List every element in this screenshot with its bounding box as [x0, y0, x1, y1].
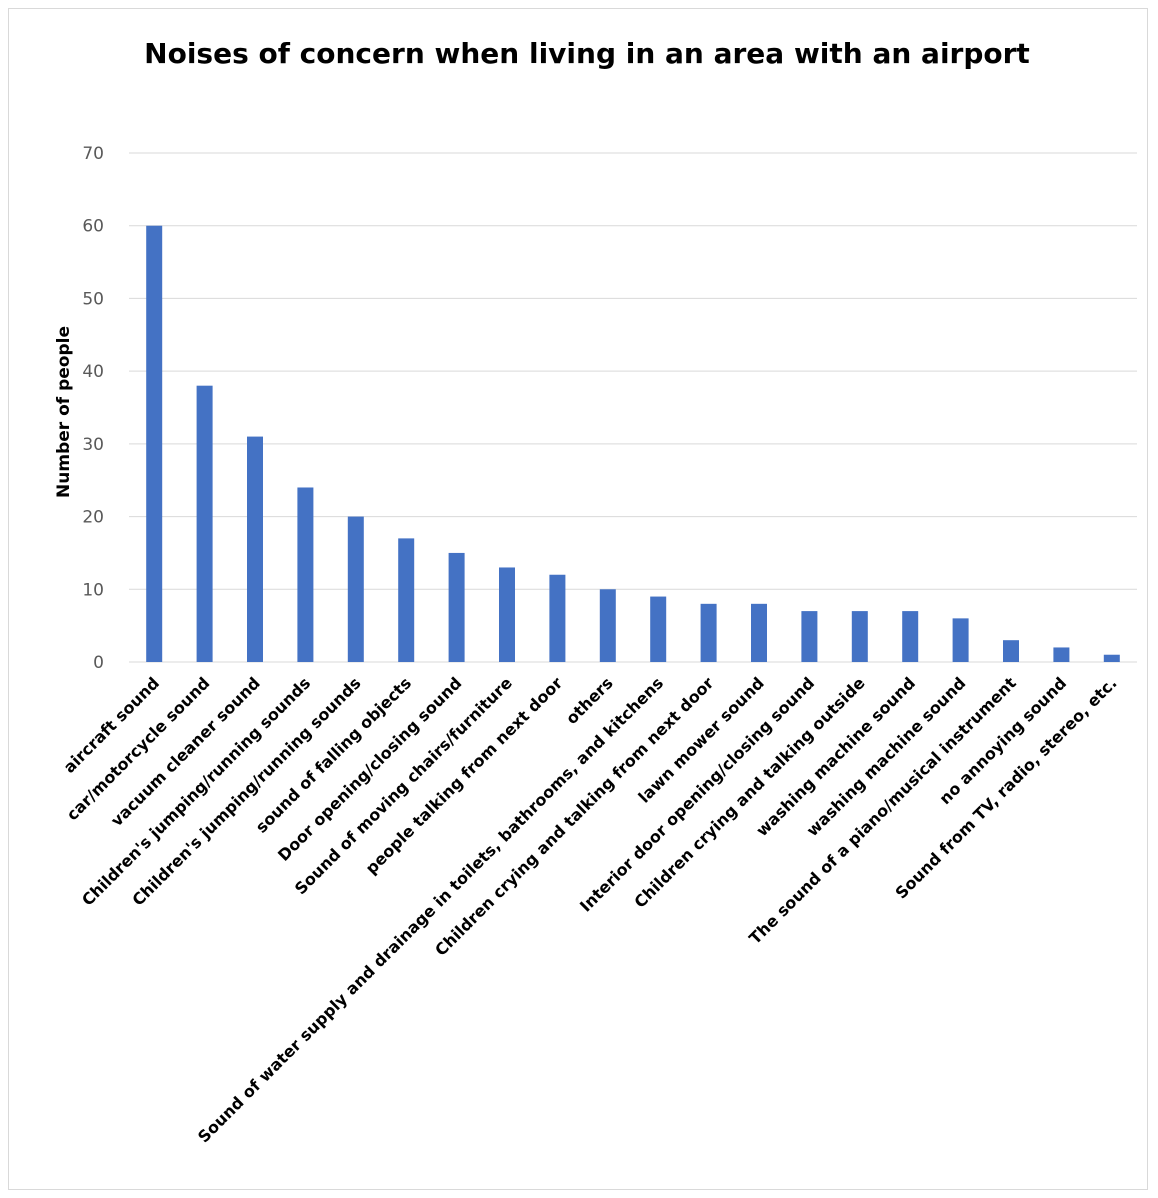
- x-category-label: Door opening/closing sound: [274, 673, 465, 864]
- y-axis-ticks: 0 10 20 30 40 50 60 70: [82, 144, 104, 673]
- bar: [650, 597, 666, 662]
- bar: [953, 618, 969, 662]
- bar: [247, 437, 263, 662]
- bar: [1053, 647, 1069, 662]
- bar: [600, 589, 616, 662]
- bar: [398, 538, 414, 662]
- bar: [197, 386, 213, 662]
- bar: [1003, 640, 1019, 662]
- bar: [499, 567, 515, 662]
- gridlines: [129, 153, 1137, 662]
- y-tick-label: 70: [82, 144, 104, 164]
- y-tick-label: 50: [82, 289, 104, 309]
- y-tick-label: 60: [82, 217, 104, 237]
- bar: [801, 611, 817, 662]
- bar: [751, 604, 767, 662]
- x-category-label: Children crying and talking outside: [630, 673, 868, 911]
- chart-area: Noises of concern when living in an area…: [8, 8, 1148, 1190]
- bar: [549, 575, 565, 662]
- bar-chart: Noises of concern when living in an area…: [9, 9, 1149, 1191]
- y-axis-label: Number of people: [54, 326, 74, 498]
- bar: [852, 611, 868, 662]
- bar: [902, 611, 918, 662]
- chart-title: Noises of concern when living in an area…: [144, 37, 1030, 70]
- y-tick-label: 10: [82, 580, 104, 600]
- bar: [348, 517, 364, 662]
- y-tick-label: 40: [82, 362, 104, 382]
- y-tick-label: 20: [82, 508, 104, 528]
- bar: [701, 604, 717, 662]
- y-tick-label: 30: [82, 435, 104, 455]
- bar: [146, 226, 162, 662]
- bar: [1104, 655, 1120, 662]
- bar: [297, 487, 313, 662]
- bar: [449, 553, 465, 662]
- y-tick-label: 0: [93, 653, 104, 673]
- x-category-label: Interior door opening/closing sound: [576, 673, 818, 915]
